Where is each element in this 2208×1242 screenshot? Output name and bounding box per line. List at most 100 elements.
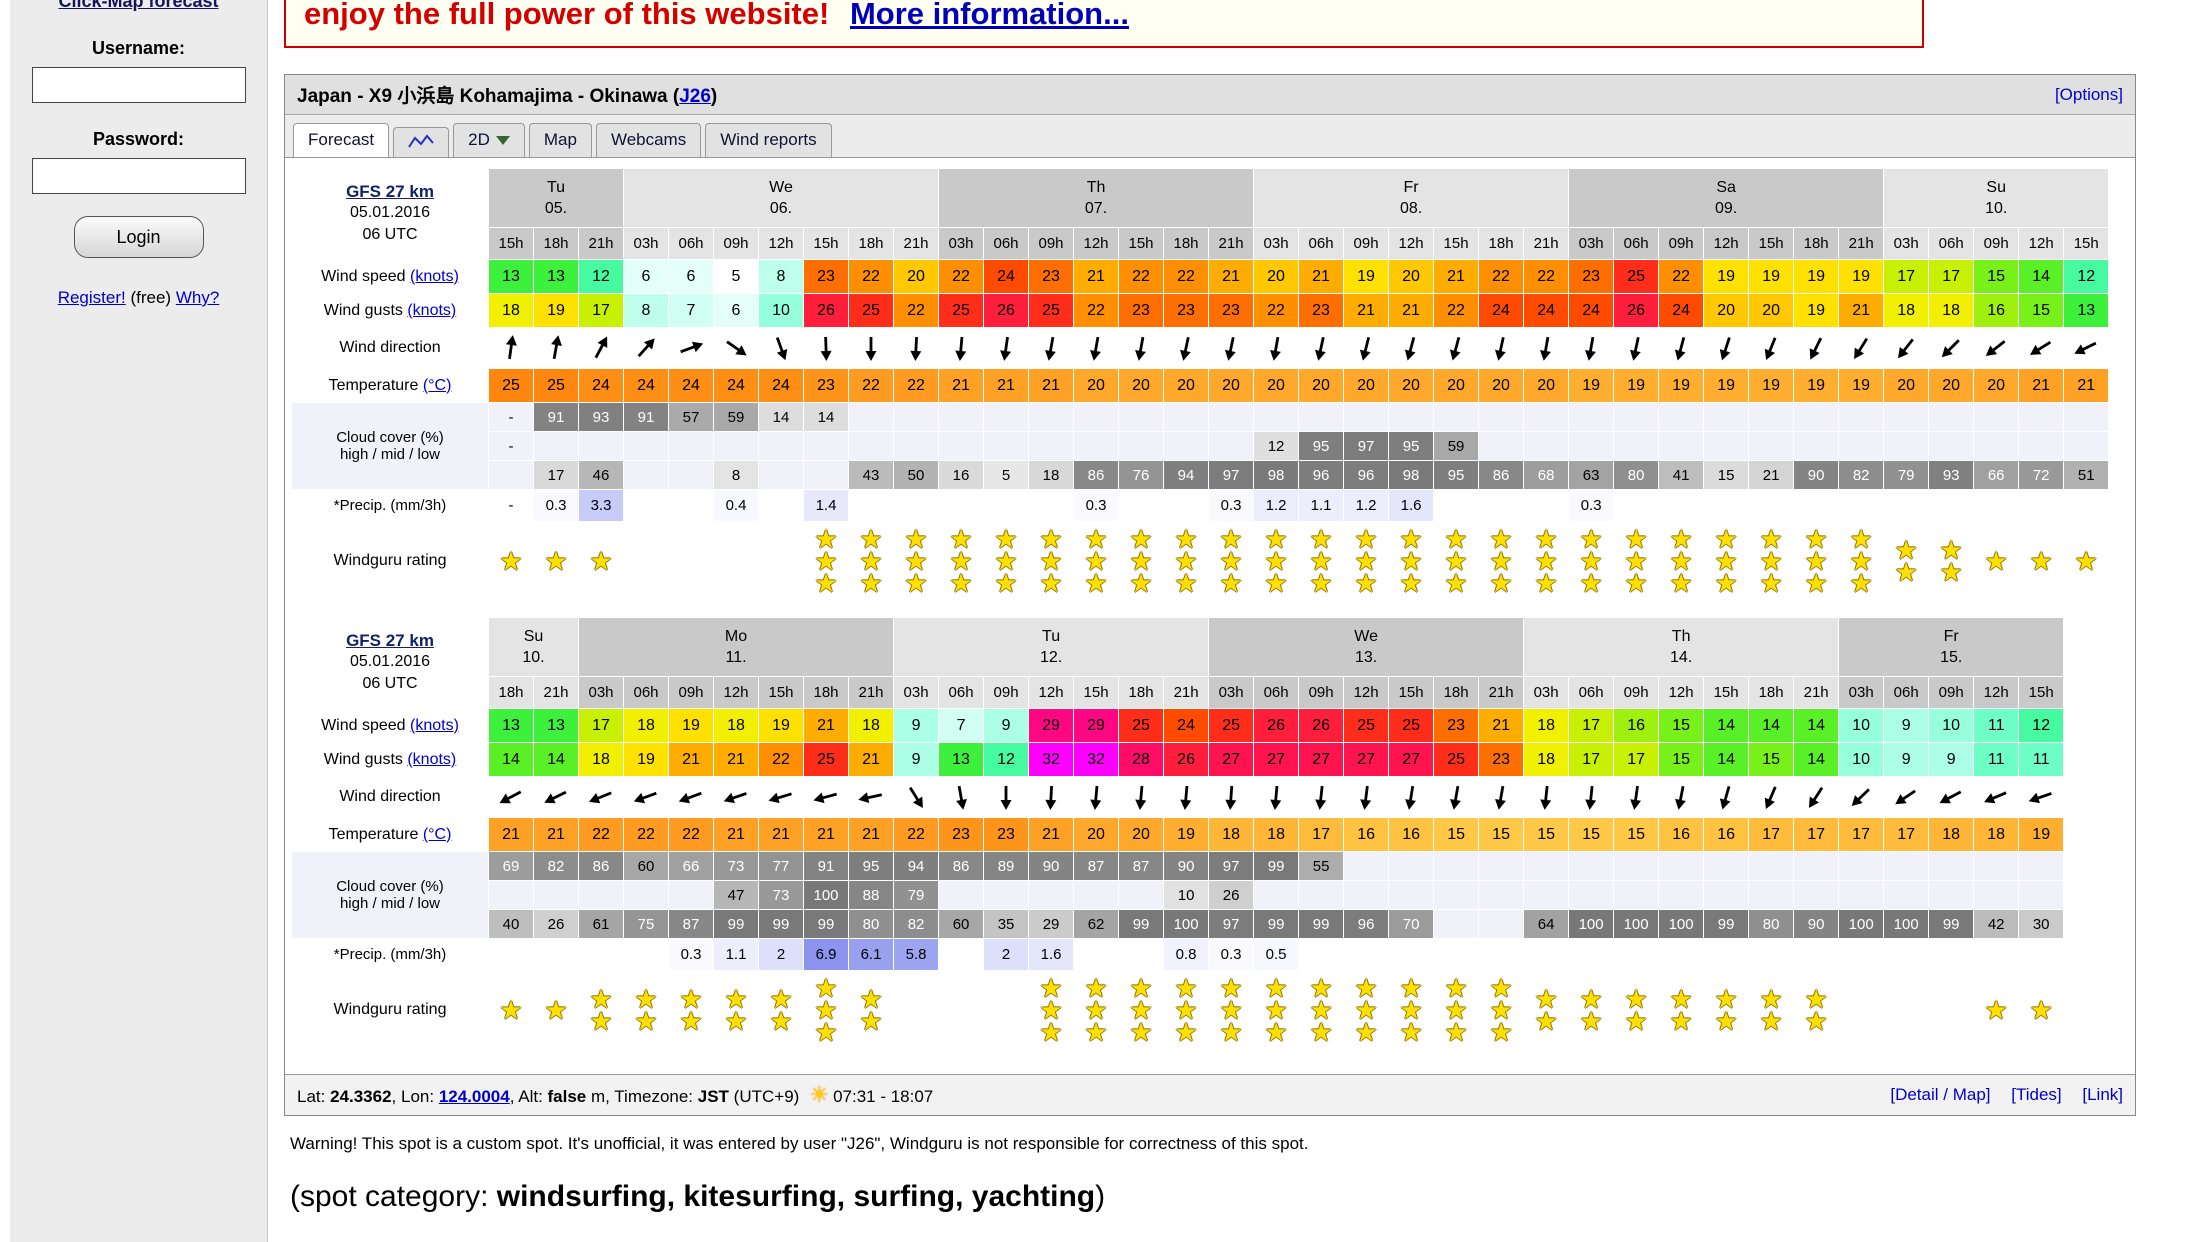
username-input[interactable] [31,67,246,103]
cloud-low-cell: 21 [1749,461,1794,489]
rating-cell [1884,971,1929,1049]
model-link[interactable]: GFS 27 km [346,182,434,201]
cloud-high-cell [1344,852,1389,880]
wind-gusts-cell: 21 [849,743,894,776]
wind-speed-cell: 20 [894,260,938,293]
wind-direction-arrow [1585,785,1597,810]
cloud-high-cell: 91 [534,403,578,431]
clickmap-forecast-link[interactable]: Click-Map forecast [58,0,219,11]
precip-cell [1974,939,2019,970]
wind-gusts-cell: 25 [849,294,893,327]
tab-chart[interactable] [393,127,450,157]
wind-speed-cell: 5 [714,260,758,293]
precip-cell [2019,490,2064,521]
cloud-high-cell: 59 [714,403,758,431]
cloud-mid-cell [1704,432,1749,460]
spot-title: Japan - X9 小浜島 Kohamajima - Okinawa (J26… [297,81,717,108]
rating-stars: ★ ★ ★ [1209,522,1253,600]
precip-cell [1164,490,1208,521]
wind-direction-cell [1704,777,1749,817]
options-link[interactable]: [Options] [2054,84,2123,104]
wind-gusts-cell: 22 [759,743,803,776]
cloud-mid-cell [1884,432,1929,460]
knots-link[interactable]: (knots) [407,750,457,768]
cloud-low-cell: 99 [714,910,758,938]
tab-bar: Forecast 2D Map Webcams Wind reports [285,115,2135,158]
rating-star-icon: ★ [1714,1006,1738,1036]
precip-cell [1299,939,1344,970]
link-link[interactable]: [Link] [2082,1085,2123,1104]
precip-cell [1704,490,1749,521]
tab-2d[interactable]: 2D [453,123,525,157]
tides-link[interactable]: [Tides] [2011,1085,2062,1104]
knots-link[interactable]: (knots) [407,301,457,319]
cloud-low-cell: 30 [2019,910,2064,938]
wind-direction-arrow [1764,786,1777,809]
cloud-mid-cell [1209,432,1254,460]
wind-gusts-cell: 13 [939,743,984,776]
rating-row-label: Windguru rating [292,971,488,1049]
rating-star-icon: ★ [1714,568,1738,598]
precip-cell: 1.1 [1299,490,1344,521]
rating-stars: ★ [2064,522,2108,600]
precip-cell [1029,490,1073,521]
cloud-high-cell: 95 [849,852,894,880]
wind-gusts-cell: 23 [1209,294,1254,327]
rating-stars: ★ ★ ★ [1209,971,1253,1049]
rating-stars: ★ [534,522,578,600]
why-link[interactable]: Why? [175,288,220,307]
wind-direction-cell [1209,328,1254,368]
rating-stars [624,522,668,600]
temperature-cell: 16 [1704,818,1749,851]
rating-star-icon: ★ [1174,1017,1198,1047]
rating-star-icon: ★ [1309,568,1333,598]
spot-code-link[interactable]: J26 [679,86,711,107]
cloud-mid-cell [1479,432,1524,460]
knots-link[interactable]: (knots) [410,716,459,734]
temperature-cell: 21 [2064,369,2109,402]
cloud-mid-cell [1164,432,1208,460]
detail-map-link[interactable]: [Detail / Map] [1890,1085,1991,1104]
precip-cell [1389,939,1434,970]
more-information-link[interactable]: More information... [849,0,1129,31]
alt-value: false [547,1087,587,1106]
rating-cell: ★ ★ ★ [849,522,893,600]
hour-header-cell: 09h [714,228,758,259]
cloud-high-cell [1659,852,1704,880]
tab-wind-reports[interactable]: Wind reports [705,123,832,157]
cloud-low-cell: 99 [804,910,848,938]
rating-stars: ★ ★ [1569,971,1613,1049]
tab-map[interactable]: Map [528,123,592,157]
tab-forecast[interactable]: Forecast [293,123,390,157]
register-link[interactable]: Register! [57,288,126,307]
password-input[interactable] [31,158,246,194]
login-button[interactable]: Login [73,216,204,258]
hour-header-cell: 18h [1794,228,1839,259]
wind-speed-cell: 19 [1344,260,1389,293]
rating-star-icon: ★ [679,1006,703,1036]
rating-stars: ★ ★ [849,971,893,1049]
hour-header-cell: 15h [1704,677,1749,708]
spot-code: (J26) [672,86,718,107]
wind-direction-cell [1704,328,1749,368]
temperature-cell: 21 [1029,818,1074,851]
rating-cell: ★ ★ ★ [1119,522,1163,600]
cloud-low-cell: 42 [1974,910,2019,938]
temperature-cell: 20 [1974,369,2019,402]
wind-direction-cell [714,777,758,817]
celsius-link[interactable]: (°C) [422,825,452,843]
celsius-link[interactable]: (°C) [422,376,452,394]
lon-link[interactable]: 124.0004 [438,1087,510,1106]
rating-stars: ★ ★ [714,971,758,1049]
wind-direction-arrow [955,336,967,361]
cloud-low-cell: 94 [1164,461,1208,489]
cloud-mid-cell: 26 [1209,881,1254,909]
knots-link[interactable]: (knots) [410,267,459,285]
rating-star-icon: ★ [724,984,748,1014]
model-link[interactable]: GFS 27 km [346,631,434,650]
rating-cell: ★ ★ ★ [1479,522,1524,600]
cloud-low-cell: 51 [2064,461,2109,489]
tab-webcams[interactable]: Webcams [595,123,702,157]
wind-direction-cell [624,777,668,817]
cloud-high-cell [1299,403,1344,431]
